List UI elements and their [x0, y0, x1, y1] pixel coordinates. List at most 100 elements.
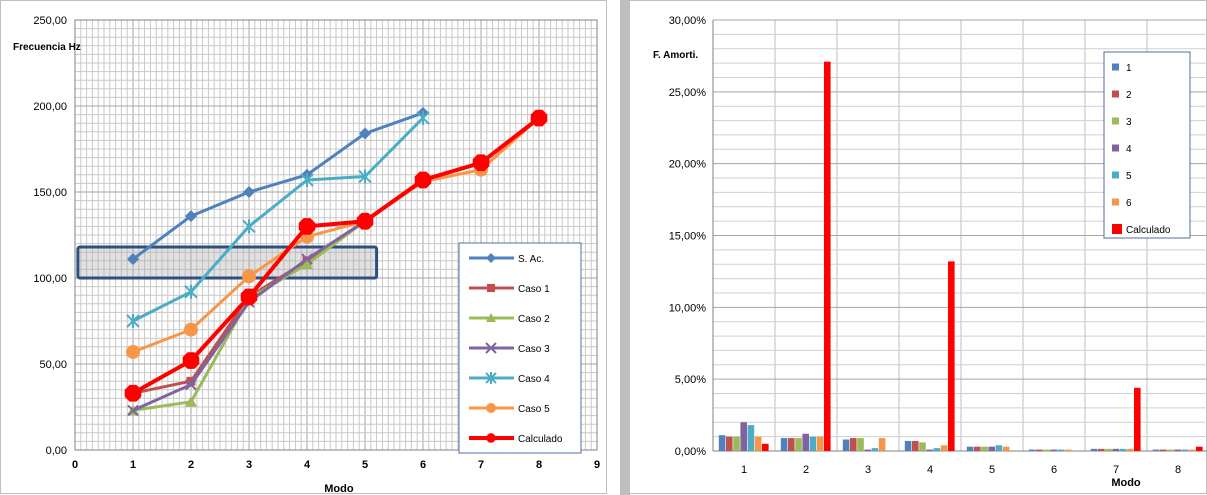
- legend-item: Caso 3: [469, 342, 550, 355]
- series-line: [132, 116, 541, 395]
- legend: S. Ac. Caso 1 Caso 2 Caso 3 Caso 4 Caso 5 Calc…: [458, 242, 582, 454]
- y-tick-label: 50,00: [39, 359, 67, 371]
- bar-2: [850, 438, 857, 451]
- legend-item: Caso 5: [469, 403, 550, 415]
- data-point: [185, 378, 197, 391]
- y-tick-label: 15,00%: [669, 231, 707, 243]
- bar-6: [1002, 446, 1010, 451]
- data-point: [472, 154, 490, 172]
- legend-label: 5: [1126, 171, 1132, 182]
- series-s-ac: [127, 106, 429, 266]
- legend-label: S. Ac.: [518, 254, 544, 265]
- bar-6: [754, 436, 762, 451]
- data-point: [298, 218, 316, 235]
- legend-item: Caso 1: [469, 284, 550, 295]
- legend-label: Calculado: [1126, 225, 1171, 236]
- y-tick-label: 150,00: [33, 187, 67, 199]
- bar-5: [933, 448, 941, 451]
- bar-6: [1188, 449, 1196, 451]
- bar-calculado: [762, 443, 769, 451]
- x-tick-label: 7: [1113, 464, 1119, 476]
- bar-1: [718, 435, 726, 451]
- legend-item: 5: [1112, 171, 1132, 182]
- data-point: [301, 253, 313, 265]
- bar-2: [1160, 449, 1167, 451]
- x-tick-label: 1: [130, 459, 136, 471]
- bar-1: [904, 440, 912, 451]
- bar-6: [816, 436, 824, 451]
- bar-4: [864, 449, 871, 451]
- bar-calculado: [1134, 387, 1141, 451]
- data-point: [300, 172, 314, 187]
- legend-swatch: [1112, 90, 1119, 98]
- data-point: [243, 186, 255, 198]
- data-point: [359, 127, 371, 140]
- legend-item: 6: [1112, 198, 1132, 209]
- frequency-chart-svg: 0,00 50,00 100,00 150,00 200,00 250,00 0 1 2 3 4 5 6…: [0, 0, 607, 495]
- data-point: [242, 269, 256, 284]
- data-point: [240, 288, 258, 306]
- x-tick-label: 4: [927, 464, 933, 476]
- legend-label: Calculado: [518, 434, 563, 445]
- legend-swatch: [1112, 198, 1119, 206]
- legend-item: 2: [1112, 90, 1132, 101]
- data-point: [185, 395, 197, 407]
- bar-6: [940, 445, 948, 451]
- bar-3: [919, 442, 926, 451]
- bar-6: [1064, 449, 1072, 451]
- legend-item: 1: [1112, 63, 1132, 74]
- bar-4: [802, 433, 809, 451]
- data-point: [186, 376, 196, 386]
- y-tick-label: 250,00: [33, 15, 67, 27]
- bar-1: [1152, 449, 1160, 451]
- legend-item: S. Ac.: [469, 253, 544, 265]
- series-caso-4: [126, 111, 430, 328]
- data-point: [485, 372, 497, 384]
- series-line: [132, 116, 540, 354]
- bar-5: [995, 445, 1003, 451]
- legend-label: Caso 4: [518, 374, 550, 385]
- bar-6: [878, 438, 886, 451]
- data-point: [182, 352, 200, 369]
- bar-3: [1105, 448, 1112, 451]
- data-point: [127, 404, 139, 417]
- legend: 1 2 3 4 5 6 Calculado: [1103, 51, 1191, 239]
- bar-5: [871, 448, 879, 451]
- data-point: [124, 384, 142, 402]
- bar-3: [733, 436, 740, 451]
- bar-3: [981, 446, 988, 451]
- data-point: [485, 342, 497, 354]
- legend-label: 6: [1126, 198, 1132, 209]
- damping-bar-chart: 0,00% 5,00% 10,00% 15,00% 20,00% 25,00% 30,00%…: [620, 0, 1207, 495]
- x-tick-label: 9: [594, 459, 600, 471]
- bar-5: [1181, 449, 1189, 451]
- y-tick-label: 100,00: [33, 273, 67, 285]
- bar-2: [912, 440, 919, 451]
- bar-2: [1036, 449, 1043, 451]
- legend-label: 4: [1126, 144, 1132, 155]
- x-tick-label: 2: [803, 464, 809, 476]
- legend-label: 1: [1126, 63, 1132, 74]
- x-axis-title: Modo: [1111, 477, 1141, 489]
- x-tick-label: 2: [188, 459, 194, 471]
- data-point: [127, 253, 139, 266]
- x-tick-label: 6: [1051, 464, 1057, 476]
- x-tick-label: 5: [362, 459, 368, 471]
- data-point: [358, 169, 372, 184]
- bar-4: [1174, 449, 1181, 451]
- bar-1: [780, 438, 788, 451]
- bar-1: [842, 439, 850, 451]
- x-tick-label: 6: [420, 459, 426, 471]
- x-tick-label: 0: [72, 459, 78, 471]
- legend-item: Caso 2: [469, 313, 550, 325]
- y-tick-label: 30,00%: [669, 15, 707, 27]
- legend-item: 3: [1112, 117, 1132, 128]
- bar-2: [1098, 448, 1105, 451]
- bar-5: [747, 425, 755, 451]
- bar-3: [1167, 449, 1174, 451]
- data-point: [486, 253, 496, 263]
- data-point: [242, 219, 256, 234]
- series-line: [132, 111, 424, 261]
- bar-5: [809, 436, 817, 451]
- data-point: [301, 258, 313, 270]
